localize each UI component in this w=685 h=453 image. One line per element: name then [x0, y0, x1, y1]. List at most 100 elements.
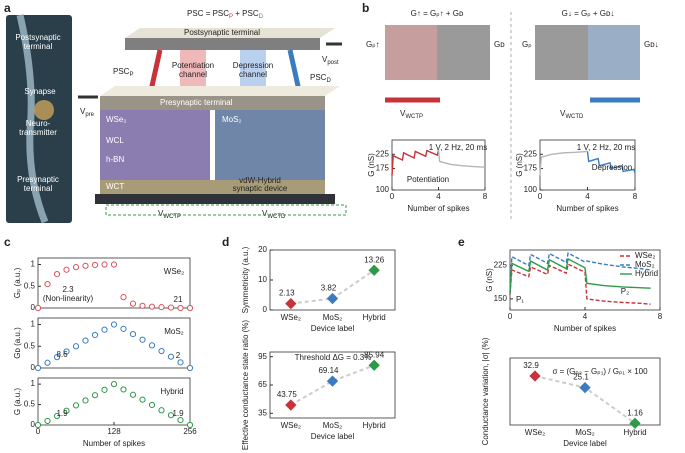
- y-axis-label: G (a.u.): [13, 388, 22, 415]
- vpre-label: Vpre: [80, 107, 95, 117]
- layer-label: WSe₂: [106, 115, 126, 124]
- y-tick-label: 10: [258, 275, 267, 284]
- y-tick-label: 0.5: [24, 400, 36, 409]
- data-point: [44, 359, 51, 366]
- x-axis-label: Number of spikes: [554, 324, 616, 333]
- y-axis-label: G (nS): [515, 153, 524, 177]
- panel-b: G↑ = Gₚ↑ + Gᴅ Gₚ↑ Gᴅ VWCTP G↓ = Gₚ + Gᴅ↓…: [366, 9, 659, 220]
- value-label: 1.16: [627, 408, 643, 417]
- annotation: 1 V, 2 Hz, 20 ms: [429, 143, 487, 152]
- y-tick-label: 20: [258, 245, 267, 254]
- value-label: 32.9: [523, 361, 539, 370]
- data-point: [129, 391, 137, 398]
- annotation: Potentiation: [407, 175, 449, 184]
- x-tick-label: MoS₂: [323, 421, 343, 430]
- y-tick-label: 100: [376, 185, 390, 194]
- plot-frame: [509, 357, 661, 426]
- t: V: [560, 109, 566, 118]
- photo-label: Postsynaptic: [15, 33, 60, 42]
- t: pre: [85, 112, 94, 118]
- y-tick-label: 0: [31, 363, 36, 372]
- plot-frame: [37, 317, 191, 369]
- y-axis-label: G (nS): [367, 153, 376, 177]
- y-tick-label: 150: [494, 294, 508, 303]
- data-point: [91, 261, 99, 269]
- legend-label: WSe₂: [635, 251, 655, 260]
- x-tick-label: Hybrid: [623, 428, 646, 437]
- t: WCTP: [405, 114, 423, 120]
- data-line: [509, 263, 651, 305]
- data-point: [120, 386, 127, 393]
- annotation: 1 V, 2 Hz, 20 ms: [577, 143, 635, 152]
- data-point: [91, 392, 99, 399]
- synapse-glow: [34, 100, 54, 120]
- data-point: [177, 416, 184, 424]
- data-point: [148, 401, 156, 409]
- x-tick-label: Hybrid: [363, 421, 386, 430]
- x-tick-label: WSe₂: [281, 421, 301, 430]
- data-point: [148, 303, 156, 310]
- pre-top: [100, 86, 340, 96]
- data-point: [72, 402, 80, 409]
- data-point: [148, 342, 156, 349]
- photo-label: Presynaptic: [17, 175, 59, 184]
- eq-part: P: [229, 14, 233, 20]
- data-point: [120, 294, 127, 301]
- data-point: [53, 412, 61, 420]
- y-tick-label: 225: [494, 261, 508, 270]
- value-label: 3.82: [321, 284, 337, 293]
- data-point: [82, 397, 89, 404]
- t: PSC: [310, 73, 327, 82]
- data-line: [509, 257, 651, 294]
- data-line: [391, 149, 440, 176]
- annotation: 8.6: [56, 350, 68, 359]
- vpost-label: Vpost: [322, 55, 339, 65]
- data-point: [529, 370, 541, 382]
- y-tick-label: 175: [376, 164, 390, 173]
- x-tick-label: 0: [36, 427, 41, 436]
- y-tick-label: 0: [31, 303, 36, 312]
- y-tick-label: 0.5: [24, 341, 36, 350]
- data-point: [63, 407, 70, 414]
- value-label: 85.94: [364, 350, 385, 359]
- x-tick-label: MoS₂: [323, 313, 343, 322]
- data-point: [629, 417, 641, 429]
- data-point: [53, 354, 61, 361]
- annotation: 2.3: [62, 285, 74, 294]
- data-point: [101, 261, 108, 268]
- annotation: P₂: [621, 287, 629, 296]
- photo-label: terminal: [24, 184, 53, 193]
- value-label: 69.14: [318, 366, 339, 375]
- b-label: Gₚ: [522, 40, 532, 49]
- panel-label: b: [362, 1, 369, 15]
- y-tick-label: 65: [258, 380, 267, 389]
- channel-label: channel: [239, 70, 267, 79]
- panel-label: a: [4, 1, 11, 15]
- x-tick-label: 4: [583, 312, 588, 321]
- t: P: [129, 72, 133, 78]
- dep-channel: [240, 50, 266, 88]
- panel-label: c: [4, 235, 11, 249]
- layer-label: WCL: [106, 136, 124, 145]
- x-axis-label: Number of spikes: [407, 204, 469, 213]
- x-axis-label: Number of spikes: [556, 204, 618, 213]
- layer-label: MoS₂: [222, 115, 242, 124]
- value-label: 2.13: [279, 289, 295, 298]
- vwct-label: VWCTD: [262, 209, 286, 219]
- data-line: [437, 149, 486, 168]
- data-point: [44, 280, 51, 288]
- y-tick-label: 1: [31, 320, 36, 329]
- neuron: [16, 14, 49, 224]
- data-point: [285, 297, 297, 310]
- data-point: [167, 304, 175, 311]
- data-point: [139, 336, 146, 343]
- x-tick-label: 0: [538, 192, 543, 201]
- data-point: [579, 381, 591, 394]
- x-tick-label: WSe₂: [525, 428, 545, 437]
- data-point: [53, 270, 61, 278]
- wct-layer: [100, 180, 325, 194]
- pscd-label: PSCD: [310, 73, 331, 83]
- data-line: [586, 151, 636, 174]
- annotation: Depression: [592, 163, 632, 172]
- data-point: [158, 304, 165, 311]
